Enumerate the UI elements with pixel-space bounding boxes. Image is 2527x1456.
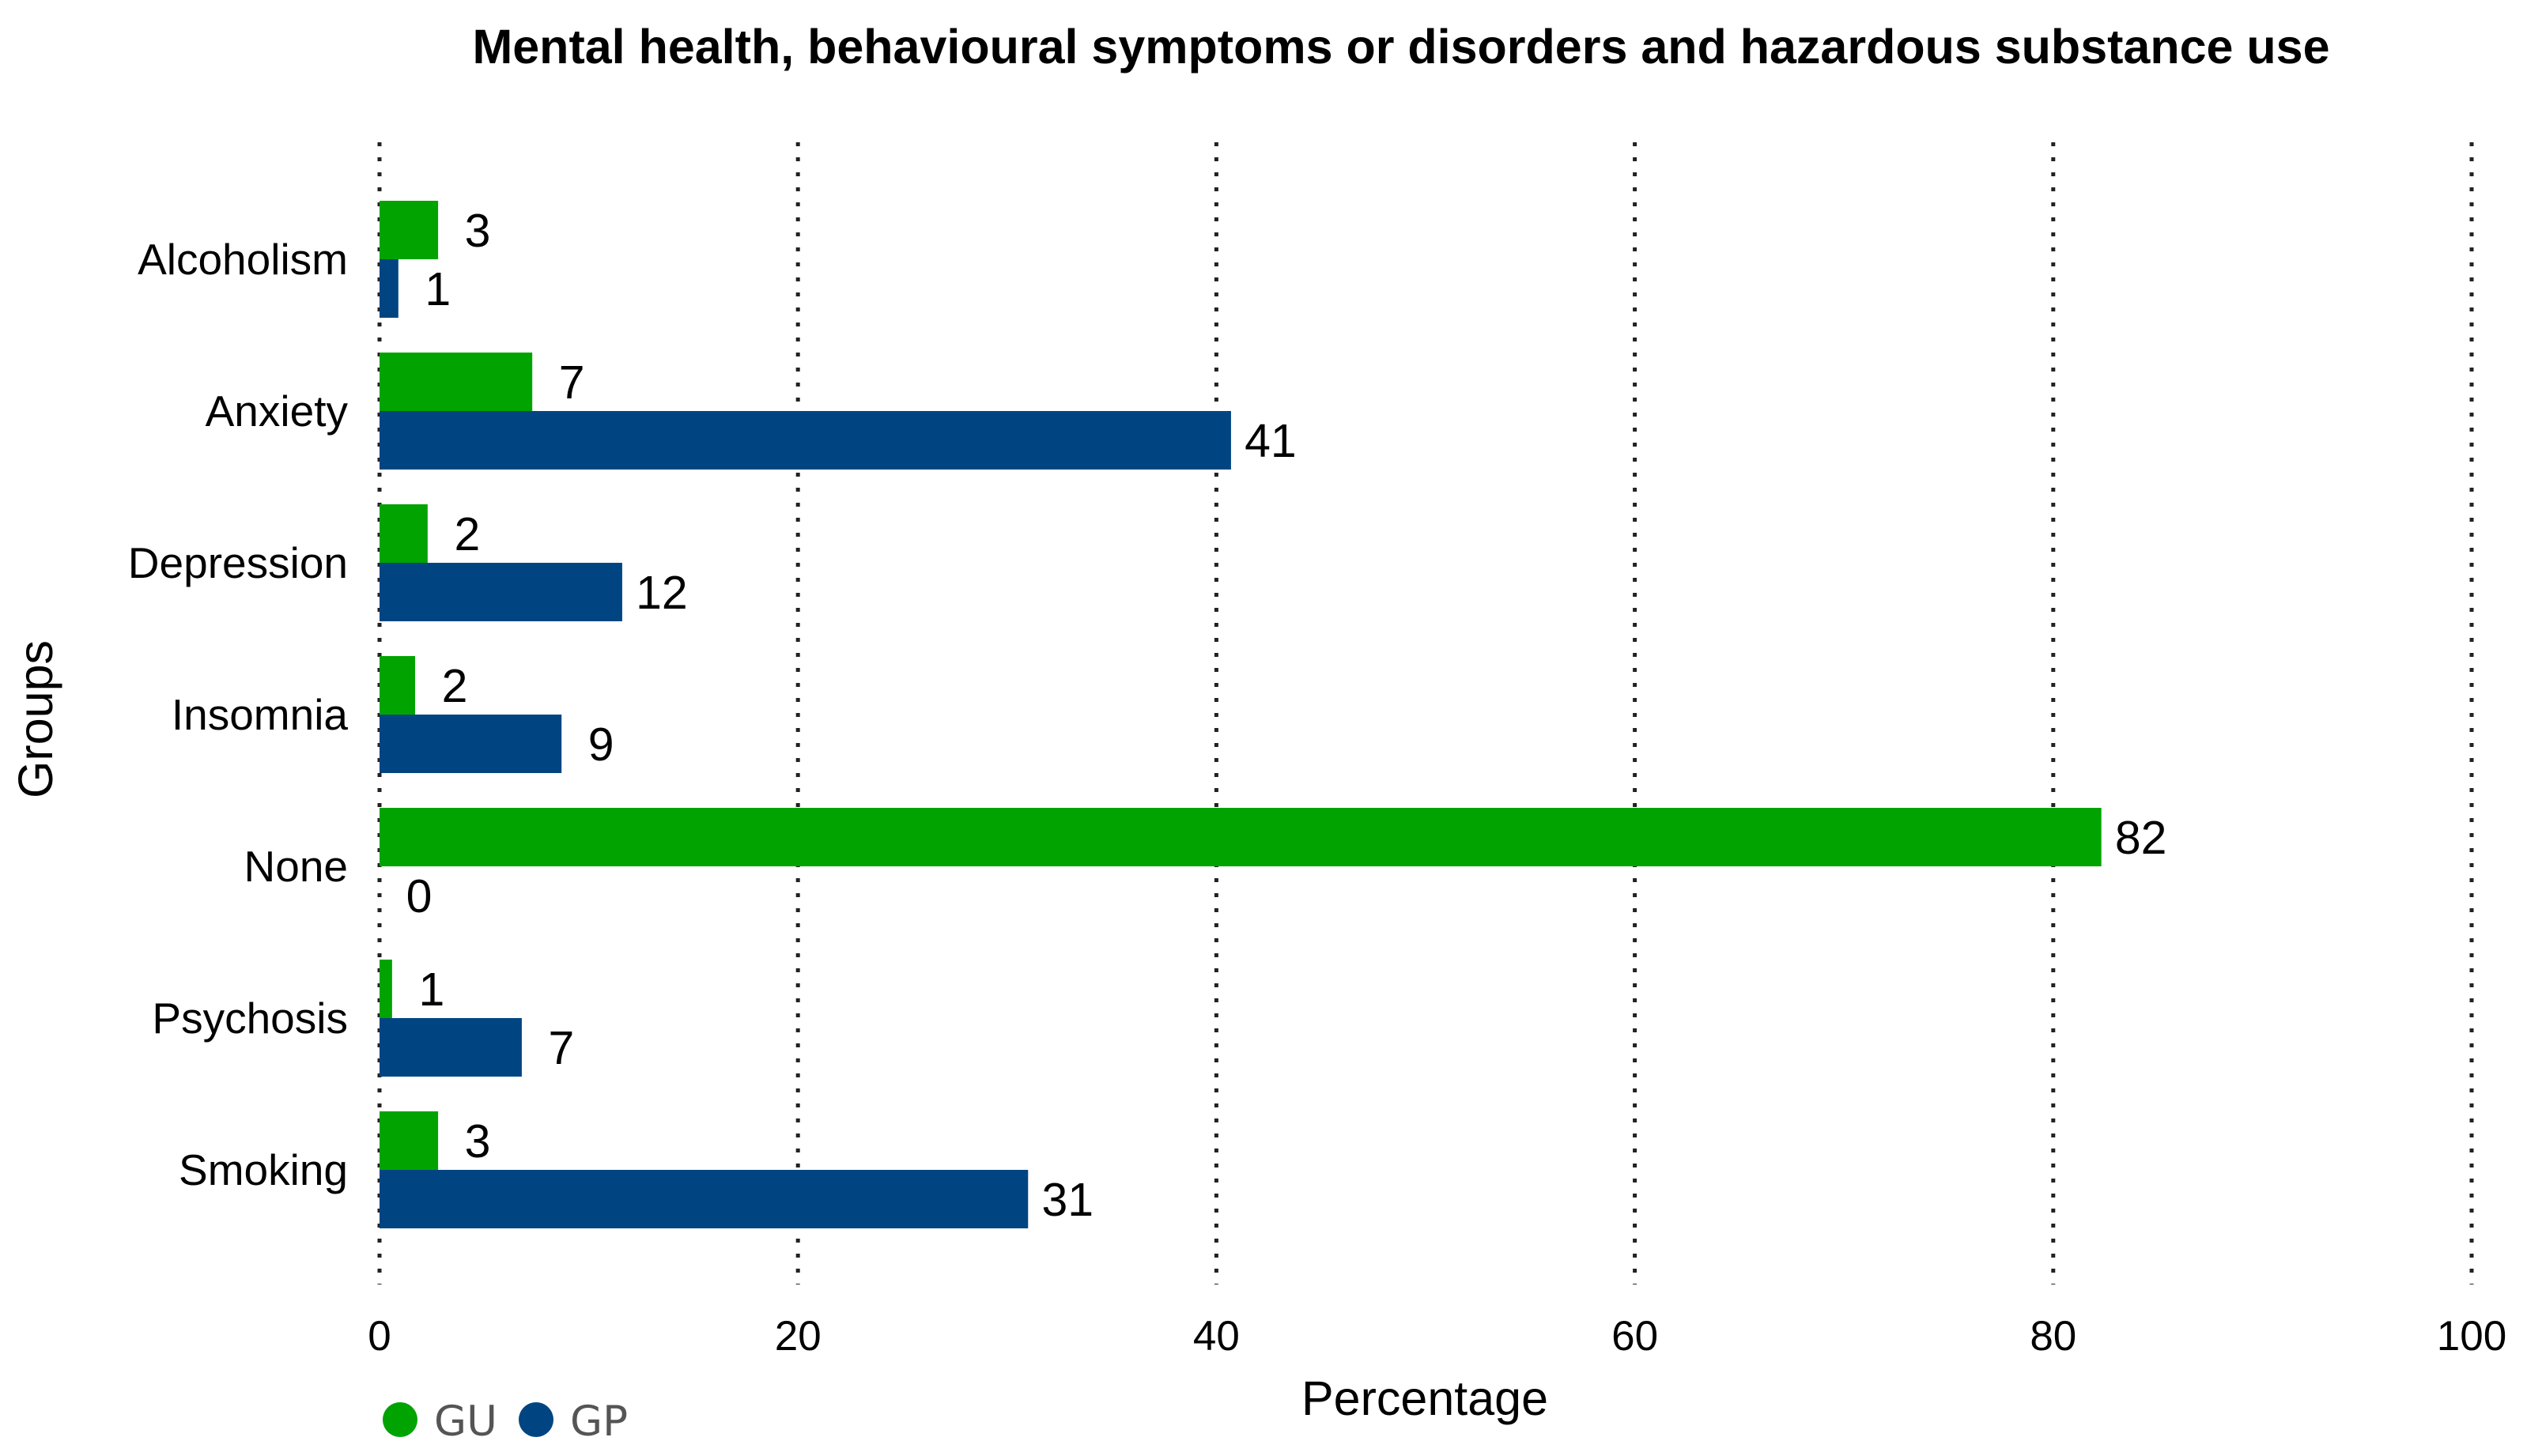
- data-label-gp: 12: [636, 567, 688, 619]
- data-label-gp: 0: [406, 870, 432, 922]
- bar-gp: [380, 259, 399, 318]
- bar-gu: [380, 353, 533, 411]
- x-tick-labels: 0 20 40 60 80 100: [368, 1313, 2506, 1360]
- x-tick-label: 20: [775, 1313, 822, 1360]
- category-label: Depression: [128, 538, 348, 587]
- data-label-gu: 7: [559, 356, 585, 409]
- bar-gu: [380, 656, 415, 715]
- legend-label-gp: GP: [570, 1398, 628, 1446]
- data-label-gp: 41: [1245, 415, 1297, 467]
- data-label-gu: 3: [465, 1115, 491, 1167]
- legend-marker-gu: [383, 1402, 417, 1437]
- bar-gu: [380, 808, 2102, 866]
- data-label-gu: 2: [442, 660, 468, 712]
- legend-label-gu: GU: [434, 1398, 497, 1446]
- bar-gp: [380, 563, 622, 621]
- category-label: None: [244, 842, 348, 891]
- x-tick-label: 80: [2030, 1313, 2076, 1360]
- bar-gp: [380, 1170, 1029, 1228]
- x-tick-label: 100: [2437, 1313, 2506, 1360]
- category-labels: Alcoholism Anxiety Depression Insomnia None P…: [128, 235, 349, 1194]
- data-label-gu: 2: [454, 508, 480, 560]
- bar-gp: [380, 715, 562, 773]
- bar-gu: [380, 960, 392, 1018]
- x-tick-label: 0: [368, 1313, 391, 1360]
- data-label-gu: 1: [418, 964, 444, 1016]
- legend-marker-gp: [519, 1402, 553, 1437]
- bar-gu: [380, 201, 439, 259]
- data-label-gp: 31: [1041, 1174, 1094, 1226]
- y-axis-label: Groups: [9, 640, 62, 798]
- grid-lines: [377, 142, 2474, 1284]
- bar-gp: [380, 1018, 522, 1077]
- data-label-gu: 3: [465, 205, 491, 257]
- category-label: Insomnia: [172, 690, 349, 739]
- category-label: Smoking: [179, 1145, 348, 1194]
- category-label: Psychosis: [152, 994, 348, 1043]
- chart-title: Mental health, behavioural symptoms or d…: [472, 20, 2329, 74]
- data-label-gp: 9: [588, 719, 614, 771]
- category-label: Alcoholism: [138, 235, 348, 284]
- bar-gu: [380, 1111, 439, 1170]
- legend: GU GP: [383, 1398, 628, 1446]
- data-label-gu: 82: [2115, 812, 2167, 864]
- bars: [380, 201, 2102, 1228]
- data-label-gp: 7: [549, 1022, 575, 1074]
- x-axis-label: Percentage: [1301, 1371, 1548, 1425]
- x-tick-label: 40: [1193, 1313, 1240, 1360]
- bar-gu: [380, 504, 428, 563]
- bar-gp: [380, 411, 1231, 470]
- data-label-gp: 1: [425, 263, 451, 315]
- category-label: Anxiety: [206, 387, 349, 436]
- x-tick-label: 60: [1611, 1313, 1658, 1360]
